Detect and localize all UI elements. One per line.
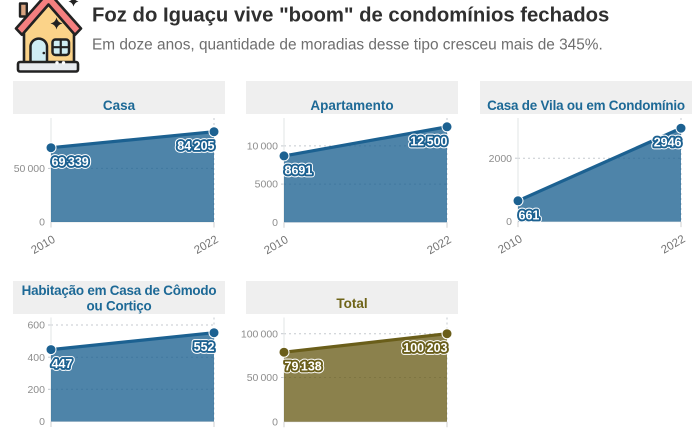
svg-text:2946: 2946 xyxy=(654,136,682,150)
svg-text:69 339: 69 339 xyxy=(52,155,89,169)
svg-text:200: 200 xyxy=(27,384,45,396)
svg-text:0: 0 xyxy=(39,416,45,428)
svg-text:Em doze anos, quantidade de mo: Em doze anos, quantidade de moradias des… xyxy=(92,37,603,54)
svg-text:552: 552 xyxy=(194,340,215,354)
svg-text:Habitação em Casa de Cômodo: Habitação em Casa de Cômodo xyxy=(22,283,217,298)
svg-text:447: 447 xyxy=(52,357,73,371)
svg-text:2000: 2000 xyxy=(489,153,513,165)
svg-text:552: 552 xyxy=(194,340,215,354)
svg-text:5000: 5000 xyxy=(255,179,279,191)
svg-text:8691: 8691 xyxy=(285,163,313,177)
svg-text:100 203: 100 203 xyxy=(403,341,447,355)
svg-text:0: 0 xyxy=(39,217,45,229)
svg-text:79 138: 79 138 xyxy=(285,360,322,374)
svg-text:Total: Total xyxy=(336,296,367,311)
svg-text:12 500: 12 500 xyxy=(410,134,447,148)
svg-text:0: 0 xyxy=(272,416,278,428)
svg-text:661: 661 xyxy=(519,208,540,222)
svg-text:Foz do Iguaçu vive "boom" de c: Foz do Iguaçu vive "boom" de condomínios… xyxy=(92,5,609,27)
svg-text:100 000: 100 000 xyxy=(241,328,278,340)
svg-text:10 000: 10 000 xyxy=(247,141,278,153)
svg-text:400: 400 xyxy=(27,352,45,364)
svg-text:Casa de Vila ou em Condomínio: Casa de Vila ou em Condomínio xyxy=(487,98,685,113)
svg-text:69 339: 69 339 xyxy=(52,155,89,169)
svg-text:Casa: Casa xyxy=(103,98,136,113)
svg-text:2946: 2946 xyxy=(654,136,682,150)
svg-text:0: 0 xyxy=(506,216,512,228)
svg-text:8691: 8691 xyxy=(285,163,313,177)
svg-text:ou Cortiço: ou Cortiço xyxy=(87,299,152,314)
svg-text:12 500: 12 500 xyxy=(410,134,447,148)
svg-text:50 000: 50 000 xyxy=(14,163,45,175)
svg-text:84 205: 84 205 xyxy=(177,139,214,153)
svg-text:600: 600 xyxy=(27,320,45,332)
svg-text:50 000: 50 000 xyxy=(247,372,278,384)
svg-text:0: 0 xyxy=(272,217,278,229)
svg-text:Apartamento: Apartamento xyxy=(310,98,393,113)
svg-text:84 205: 84 205 xyxy=(177,139,214,153)
svg-text:661: 661 xyxy=(519,208,540,222)
svg-text:100 203: 100 203 xyxy=(403,341,447,355)
svg-text:447: 447 xyxy=(52,357,73,371)
svg-text:79 138: 79 138 xyxy=(285,360,322,374)
